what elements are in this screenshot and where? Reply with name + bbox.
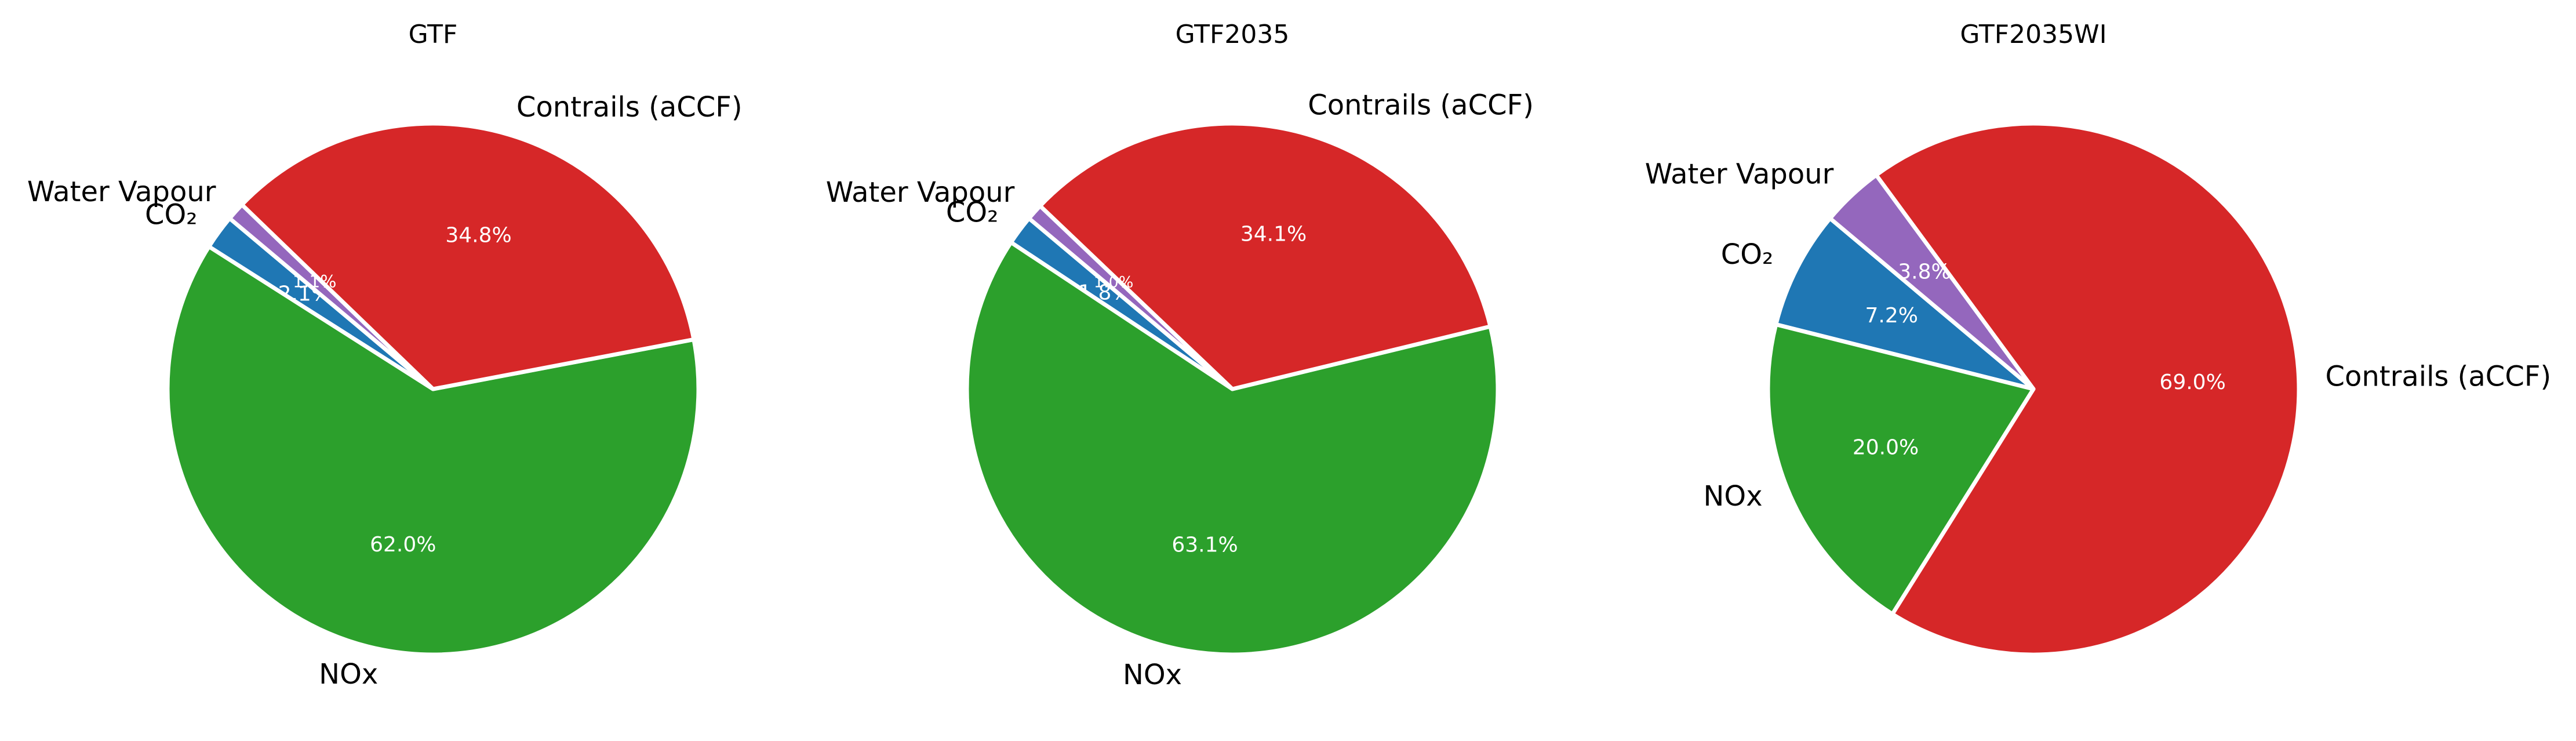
pie-slice-co bbox=[1774, 216, 2036, 391]
slice-category-label: NOx bbox=[1123, 659, 1182, 691]
slice-category-label: Contrails (aCCF) bbox=[516, 91, 743, 124]
slice-category-label: Water Vapour bbox=[826, 176, 1015, 209]
slice-category-label: Contrails (aCCF) bbox=[2325, 360, 2551, 393]
pie-slice-water-vapour bbox=[1828, 173, 2036, 391]
pie-slice-water-vapour bbox=[1027, 204, 1235, 391]
pie-slice-contrails-accf bbox=[1874, 121, 2301, 657]
slice-percent-label: 62.0% bbox=[370, 533, 436, 557]
slice-category-label: Water Vapour bbox=[27, 176, 216, 208]
pie-slice-contrails-accf bbox=[1038, 121, 1493, 391]
slice-percent-label: 7.2% bbox=[1865, 304, 1918, 328]
slice-category-label: CO₂ bbox=[946, 196, 999, 228]
slice-percent-label: 1.1% bbox=[293, 272, 336, 292]
pie-slice-water-vapour bbox=[227, 202, 435, 391]
pie-slice-nox bbox=[165, 244, 701, 657]
slice-percent-label: 69.0% bbox=[2159, 370, 2225, 394]
slice-percent-label: 1.0% bbox=[1094, 273, 1134, 291]
slice-percent-label: 20.0% bbox=[1853, 436, 1919, 460]
slice-category-label: Water Vapour bbox=[1645, 158, 1834, 191]
slice-percent-label: 34.1% bbox=[1240, 223, 1307, 246]
slice-percent-label: 63.1% bbox=[1171, 533, 1238, 557]
chart-title: GTF bbox=[409, 20, 458, 49]
slice-percent-label: 3.8% bbox=[1898, 260, 1951, 284]
pie-slice-nox bbox=[1766, 322, 2036, 616]
slice-category-label: Contrails (aCCF) bbox=[1308, 89, 1534, 121]
pie-chart-3: GTF2035WI 7.2% CO₂ 20.0% NOx 69.0% Contrails (… bbox=[1645, 20, 2551, 657]
pie-slice-contrails-accf bbox=[239, 121, 696, 391]
slice-category-label: NOx bbox=[319, 658, 378, 691]
chart-title: GTF2035WI bbox=[1960, 20, 2106, 49]
pie-slice-nox bbox=[965, 240, 1500, 657]
slice-percent-label: 34.8% bbox=[445, 224, 511, 248]
slice-category-label: CO₂ bbox=[1721, 238, 1774, 271]
slice-category-label: CO₂ bbox=[145, 198, 198, 231]
slice-category-label: NOx bbox=[1704, 480, 1763, 513]
chart-title: GTF2035 bbox=[1176, 20, 1290, 49]
